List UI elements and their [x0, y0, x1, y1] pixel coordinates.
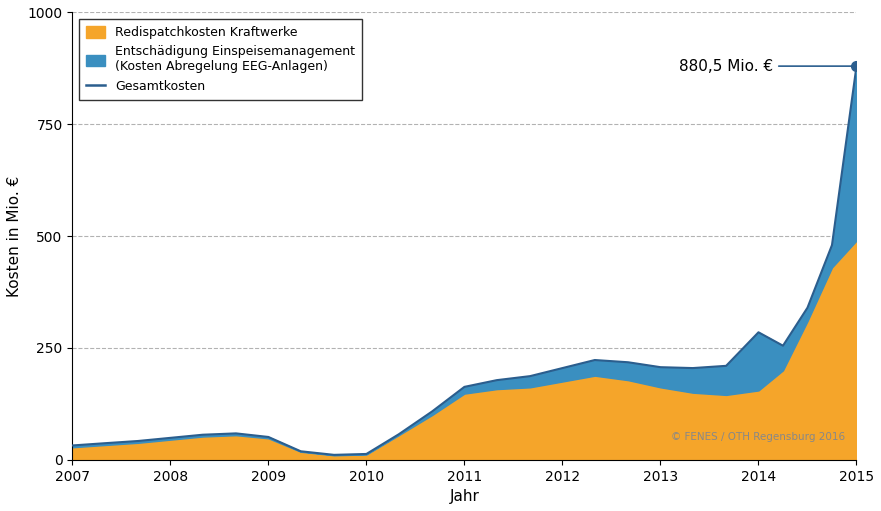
X-axis label: Jahr: Jahr: [449, 489, 479, 504]
Y-axis label: Kosten in Mio. €: Kosten in Mio. €: [7, 175, 22, 297]
Legend: Redispatchkosten Kraftwerke, Entschädigung Einspeisemanagement
(Kosten Abregelun: Redispatchkosten Kraftwerke, Entschädigu…: [78, 19, 362, 100]
Text: © FENES / OTH Regensburg 2016: © FENES / OTH Regensburg 2016: [670, 432, 845, 442]
Text: 880,5 Mio. €: 880,5 Mio. €: [679, 59, 854, 74]
